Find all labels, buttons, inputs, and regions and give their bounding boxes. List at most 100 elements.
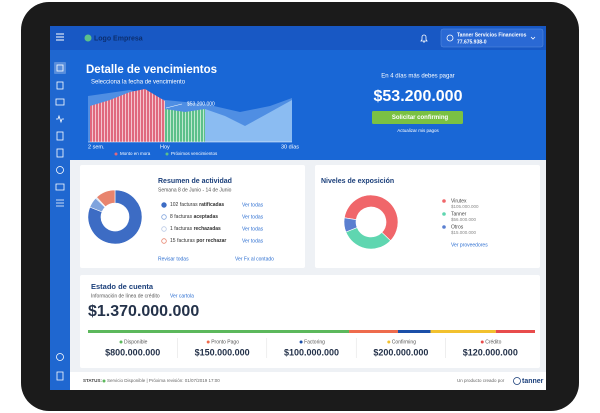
chart-label: $53.200.000 [187,101,215,107]
account-segment [88,330,350,333]
account-amount: $120.000.000 [463,347,518,357]
hero-subtitle: Selecciona la fecha de vencimiento [91,80,186,86]
donut-segment [343,194,399,242]
account-amount: $200.000.000 [373,347,428,357]
item-noun: facturas [174,226,192,232]
review-link[interactable]: Revisar todas [158,256,189,262]
account-label: Confirming [392,339,416,345]
status-icon [161,202,167,208]
due-chart[interactable] [88,89,292,143]
confirming-button[interactable] [372,111,463,124]
legend-dot [442,199,446,203]
sidebar-active [54,62,66,74]
button-label: Solicitar confirming [392,115,449,121]
legend-dot [165,152,169,156]
donut-segment [87,189,143,245]
account-amount: $800.000.000 [105,347,160,357]
account-dot [387,340,391,344]
item-noun: facturas [180,202,198,208]
future-area [205,100,292,142]
donut-segment [96,189,116,208]
legend-label: Próximos vencimientos [171,151,218,156]
activity-item: 15 facturas por rechazar [170,238,226,244]
credit-text: Un producto creado por [457,378,505,383]
due-text: En 4 días más debes pagar [381,74,454,80]
due-amount: $53.200.000 [374,88,463,105]
account-label: Disponible [124,339,148,345]
sidebar [50,50,70,390]
account-amount: $150.000.000 [195,347,250,357]
logo: Logo Empresa [94,35,143,42]
status-dot [102,379,106,383]
item-link[interactable]: Ver todas [242,238,264,244]
provider-name: Virutex [451,198,467,204]
item-count: 15 [170,238,176,244]
activity-item: 1 facturas rechazadas [170,226,221,232]
upcoming-area [165,109,205,142]
activity-item: 102 facturas ratificadas [170,202,224,208]
cartola-link[interactable]: Ver cartola [170,293,194,299]
item-count: 8 [170,214,173,220]
item-link[interactable]: Ver todas [242,214,264,220]
activity-item: 8 facturas aceptadas [170,214,218,220]
status-icon [161,226,167,232]
brand-icon [513,377,521,385]
account-card [80,275,540,368]
overdue-area [90,89,165,142]
user-name: Tanner Servicios Financieros [457,32,527,38]
x-label: Hoy [160,144,170,150]
account-dot [206,340,210,344]
account-segment [430,330,496,333]
account-dot [480,340,484,344]
item-noun: facturas [177,238,195,244]
update-link[interactable]: Actualizar mis pagos [397,128,439,133]
item-status: rechazadas [194,226,221,232]
label-line [165,103,183,109]
provider-amount: $15.000.000 [451,230,477,235]
item-link[interactable]: Ver todas [242,202,264,208]
account-label: Crédito [485,339,501,345]
item-status: ratificadas [199,202,224,208]
legend-dot [442,225,446,229]
legend-dot [442,212,446,216]
x-label: 30 días [281,144,299,150]
activity-title: Resumen de actividad [158,178,232,185]
footer [70,372,546,390]
account-segment [397,330,431,333]
bell-icon[interactable] [420,34,428,43]
x-label: 2 sem. [88,144,105,150]
sidebar-icons[interactable] [55,64,65,381]
legend-dot [114,152,118,156]
provider-amount: $56.000.000 [451,217,477,222]
user-icon [446,34,454,42]
user-id: 77.675.938-0 [457,39,487,45]
status-label: STATUS: [83,378,102,383]
status-text: Servicio Disponible | Próxima revisión: … [107,378,220,383]
brand: tanner [522,378,544,385]
item-status: por rechazar [196,238,226,244]
account-label: Pronto Pago [211,339,239,345]
exposure-title: Niveles de exposición [321,178,394,185]
item-link[interactable]: Ver todas [242,226,264,232]
account-segment [495,330,535,333]
account-title: Estado de cuenta [91,282,154,291]
item-count: 1 [170,226,173,232]
legend-label: Monto en mora [120,151,151,156]
account-dot [299,340,303,344]
item-count: 102 [170,202,179,208]
chevron [530,36,536,40]
account-total: $1.370.000.000 [88,303,199,320]
activity-card [80,165,305,268]
provider-name: Tanner [451,211,467,217]
status-icon [161,238,167,244]
fx-link[interactable]: Ver Fx al contado [235,256,274,262]
account-subtitle: Información de línea de crédito [91,293,160,299]
donut-segment [343,217,358,233]
menu-button[interactable] [56,33,64,41]
user-menu[interactable] [440,28,544,48]
provider-amount: $105.000.000 [451,204,479,209]
provider-name: Otros [451,224,464,230]
item-noun: facturas [174,214,192,220]
providers-link[interactable]: Ver proveedores [451,242,488,248]
